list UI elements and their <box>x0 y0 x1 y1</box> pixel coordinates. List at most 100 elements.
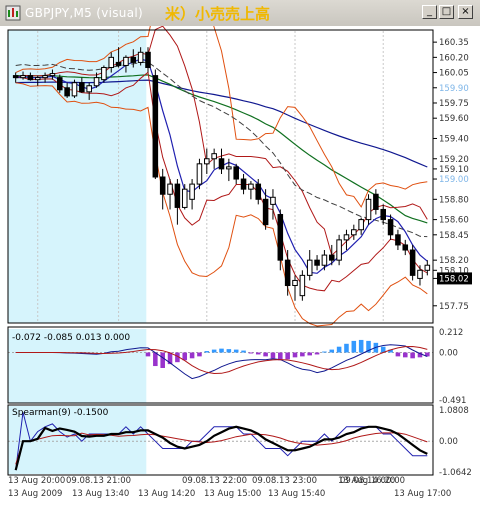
title-bar[interactable]: GBPJPY,M5 (visual) 米）小売売上高 _ □ × <box>0 0 480 27</box>
candlestick-series <box>12 47 431 301</box>
candle-body-9 <box>79 82 85 93</box>
candle-0 <box>12 72 19 83</box>
candle-body-40 <box>306 259 313 276</box>
macd-bar-48 <box>366 340 371 353</box>
candle-body-1 <box>20 75 26 79</box>
candle-body-29 <box>226 166 232 170</box>
spearman-label: Spearman(9) -0.1500 <box>12 408 109 418</box>
candle-34 <box>262 189 269 230</box>
macd-tick-label-2: -0.491 <box>439 396 466 406</box>
candle-body-13 <box>108 56 115 68</box>
title-annotation: 米）小売売上高 <box>165 5 271 23</box>
macd-bar-53 <box>402 352 408 358</box>
candle-37 <box>284 250 291 296</box>
candle-body-32 <box>248 183 254 190</box>
candle-29 <box>226 158 232 182</box>
candle-body-21 <box>167 183 173 195</box>
candle-43 <box>328 244 335 266</box>
candle-body-19 <box>152 75 159 178</box>
spearman-main-line <box>14 425 428 471</box>
time-label-2: 09.08.13 21:00 <box>66 476 131 486</box>
price-tick-label-16: 157.75 <box>439 302 469 312</box>
spearman-panel-border <box>7 404 434 476</box>
macd-bar-50 <box>380 346 386 353</box>
candle-15 <box>123 55 129 73</box>
time-label-4: 09.08.13 22:00 <box>182 476 247 486</box>
macd-bar-47 <box>358 339 364 353</box>
candle-12 <box>101 65 107 83</box>
macd-panel-border <box>7 326 434 404</box>
candle-19 <box>152 69 159 180</box>
candle-23 <box>181 184 188 210</box>
candle-4 <box>42 72 48 83</box>
restore-button[interactable]: □ <box>439 5 454 19</box>
macd-bar-22 <box>175 352 180 363</box>
macd-bar-18 <box>145 352 151 357</box>
bollinger-lower-outer-line <box>15 82 428 327</box>
macd-bar-37 <box>285 352 290 360</box>
time-label-10: 13 Aug 16:20 <box>338 476 395 486</box>
candle-body-49 <box>373 193 379 210</box>
macd-signal-line <box>15 345 428 375</box>
candle-28 <box>218 148 225 174</box>
macd-bar-34 <box>263 352 268 357</box>
candle-body-27 <box>211 153 217 160</box>
macd-bar-51 <box>388 349 393 353</box>
macd-bar-32 <box>248 352 254 354</box>
candle-body-7 <box>64 87 70 97</box>
candle-2 <box>27 72 34 81</box>
candle-45 <box>343 229 350 251</box>
candle-21 <box>167 179 173 210</box>
macd-main-line <box>15 344 428 380</box>
candle-7 <box>64 82 70 98</box>
spearman-tick-label-1: 0.00 <box>439 437 458 447</box>
candle-body-50 <box>380 208 386 221</box>
chart-area[interactable]: -0.072 -0.085 0.013 0.000 Spearman(9) -0… <box>0 26 480 510</box>
macd-bar-35 <box>270 352 276 359</box>
candle-body-30 <box>233 166 239 180</box>
candle-49 <box>373 189 379 215</box>
candle-body-12 <box>101 66 107 81</box>
candle-41 <box>314 255 320 271</box>
price-tick-label-9: 159.00 <box>439 175 469 185</box>
candle-body-28 <box>218 158 225 170</box>
time-label-9: 13 Aug 15:40 <box>268 489 325 499</box>
time-label-0: 13 Aug 20:00 <box>8 476 65 486</box>
time-label-7: 13 Aug 15:00 <box>204 489 261 499</box>
candle-body-11 <box>93 77 100 87</box>
candle-53 <box>402 239 409 256</box>
candle-body-23 <box>181 188 188 208</box>
spearman-fast-line <box>15 412 428 471</box>
price-tick-label-10: 158.80 <box>439 195 469 205</box>
price-tick-label-2: 160.05 <box>439 69 469 79</box>
candle-38 <box>292 275 298 301</box>
candle-42 <box>321 250 328 271</box>
price-tick-label-13: 158.20 <box>439 256 469 266</box>
candle-body-6 <box>57 77 63 91</box>
macd-bar-28 <box>219 348 224 353</box>
candle-30 <box>233 163 239 185</box>
minimize-button[interactable]: _ <box>422 5 437 19</box>
price-tick-label-15: 158.02 <box>439 274 469 284</box>
close-button[interactable]: × <box>458 5 473 19</box>
macd-bar-24 <box>189 352 195 359</box>
time-label-1: 13 Aug 2009 <box>8 489 62 499</box>
price-tick-label-6: 159.40 <box>439 134 469 144</box>
candle-6 <box>57 74 63 93</box>
candle-body-2 <box>27 75 34 81</box>
candle-body-15 <box>123 56 129 66</box>
macd-tick-label-0: 0.212 <box>439 328 463 338</box>
time-label-8: 09.08.14 00:00 <box>340 476 405 486</box>
candle-body-26 <box>204 158 210 165</box>
price-tick-label-12: 158.45 <box>439 231 469 241</box>
bollinger-upper-outer-line <box>15 26 428 208</box>
macd-bar-44 <box>336 346 342 353</box>
candle-44 <box>336 234 342 266</box>
price-tick-label-14: 158.10 <box>439 266 469 276</box>
session-highlight-macd <box>8 329 147 403</box>
macd-bar-31 <box>241 350 246 353</box>
candle-52 <box>395 229 401 251</box>
macd-bar-19 <box>153 352 158 367</box>
macd-bar-54 <box>410 352 415 359</box>
candle-55 <box>417 265 423 286</box>
